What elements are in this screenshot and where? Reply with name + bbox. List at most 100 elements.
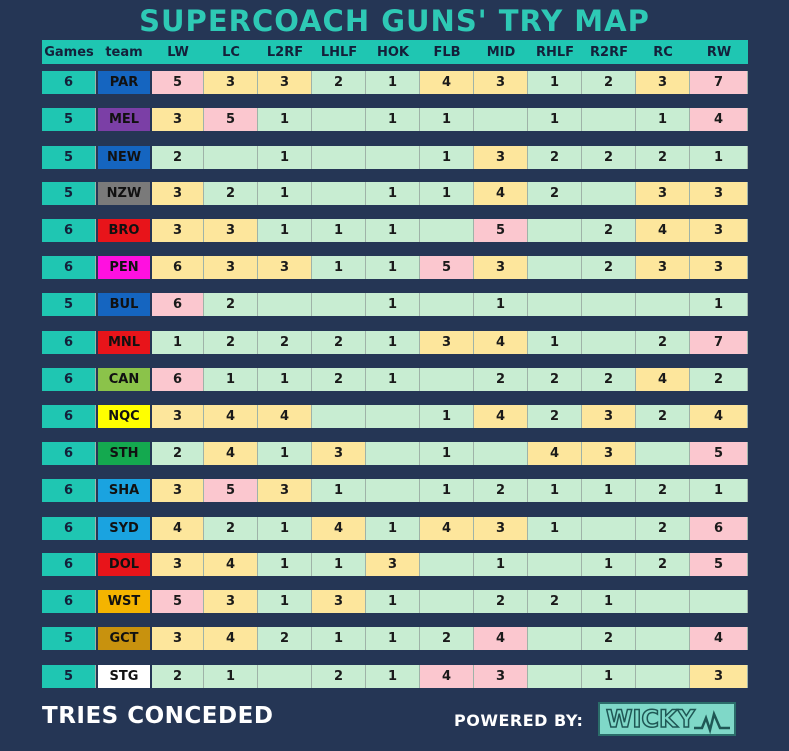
value-cell-lhlf xyxy=(312,146,366,169)
value-cell-lc: 1 xyxy=(204,368,258,391)
value-cell-r2rf xyxy=(582,331,636,354)
value-cell-l2rf: 1 xyxy=(258,182,312,205)
value-cell-rw: 3 xyxy=(690,256,748,279)
value-cell-flb: 1 xyxy=(420,405,474,428)
value-cell-rhlf xyxy=(528,219,582,242)
games-cell: 6 xyxy=(42,405,96,428)
tries-conceded-label: TRIES CONCEDED xyxy=(42,703,274,729)
value-cell-flb xyxy=(420,553,474,576)
games-cell: 6 xyxy=(42,590,96,613)
value-cell-rc xyxy=(636,665,690,688)
value-cell-rhlf: 2 xyxy=(528,368,582,391)
value-cell-lhlf: 2 xyxy=(312,71,366,94)
value-cell-rhlf: 1 xyxy=(528,479,582,502)
value-cell-r2rf xyxy=(582,517,636,540)
value-cell-lw: 4 xyxy=(152,517,204,540)
powered-by-label: POWERED BY: xyxy=(454,711,584,730)
value-cell-r2rf: 3 xyxy=(582,442,636,465)
value-cell-rw xyxy=(690,590,748,613)
value-cell-r2rf: 1 xyxy=(582,479,636,502)
value-cell-mid: 3 xyxy=(474,665,528,688)
team-cell: PAR xyxy=(96,71,152,94)
team-badge: CAN xyxy=(98,368,150,391)
value-cell-rc: 1 xyxy=(636,108,690,131)
value-cell-hok: 1 xyxy=(366,182,420,205)
table-row: 6 SHA 3 5 3 1 1 2 1 1 2 1 xyxy=(42,479,748,502)
value-cell-r2rf: 1 xyxy=(582,590,636,613)
value-cell-mid: 3 xyxy=(474,256,528,279)
table-row: 5 MEL 3 5 1 1 1 1 1 4 xyxy=(42,108,748,131)
header-team: team xyxy=(105,44,143,60)
value-cell-lw: 3 xyxy=(152,479,204,502)
value-cell-lw: 1 xyxy=(152,331,204,354)
value-cell-l2rf: 1 xyxy=(258,553,312,576)
value-cell-rhlf xyxy=(528,293,582,316)
value-cell-l2rf: 2 xyxy=(258,627,312,650)
value-cell-rhlf xyxy=(528,627,582,650)
table-row: 5 NEW 2 1 1 3 2 2 2 1 xyxy=(42,146,748,169)
games-cell: 5 xyxy=(42,146,96,169)
team-cell: GCT xyxy=(96,627,152,650)
value-cell-rw: 7 xyxy=(690,331,748,354)
table-row: 6 BRO 3 3 1 1 1 5 2 4 3 xyxy=(42,219,748,242)
value-cell-hok: 1 xyxy=(366,219,420,242)
value-cell-hok xyxy=(366,479,420,502)
value-cell-mid: 4 xyxy=(474,331,528,354)
value-cell-rhlf: 1 xyxy=(528,71,582,94)
value-cell-rhlf: 2 xyxy=(528,146,582,169)
games-cell: 6 xyxy=(42,368,96,391)
team-badge: MEL xyxy=(98,108,150,131)
header-lw: LW xyxy=(167,44,189,60)
value-cell-rw: 1 xyxy=(690,479,748,502)
value-cell-lw: 3 xyxy=(152,405,204,428)
value-cell-lw: 5 xyxy=(152,590,204,613)
value-cell-rhlf xyxy=(528,665,582,688)
value-cell-rw: 5 xyxy=(690,442,748,465)
value-cell-lhlf xyxy=(312,108,366,131)
value-cell-lw: 3 xyxy=(152,627,204,650)
value-cell-r2rf: 2 xyxy=(582,71,636,94)
value-cell-r2rf: 2 xyxy=(582,219,636,242)
value-cell-flb: 2 xyxy=(420,627,474,650)
team-cell: MEL xyxy=(96,108,152,131)
team-badge: BRO xyxy=(98,219,150,242)
value-cell-flb: 4 xyxy=(420,665,474,688)
value-cell-rc: 2 xyxy=(636,146,690,169)
value-cell-lc xyxy=(204,146,258,169)
value-cell-rw: 4 xyxy=(690,627,748,650)
value-cell-mid: 4 xyxy=(474,405,528,428)
games-cell: 6 xyxy=(42,256,96,279)
value-cell-lhlf: 1 xyxy=(312,256,366,279)
games-cell: 5 xyxy=(42,293,96,316)
value-cell-hok: 1 xyxy=(366,71,420,94)
value-cell-rc: 3 xyxy=(636,71,690,94)
value-cell-lhlf xyxy=(312,293,366,316)
value-cell-r2rf: 2 xyxy=(582,146,636,169)
header-lc: LC xyxy=(222,44,240,60)
games-cell: 5 xyxy=(42,665,96,688)
team-cell: NQC xyxy=(96,405,152,428)
value-cell-rhlf: 2 xyxy=(528,182,582,205)
team-badge: SHA xyxy=(98,479,150,502)
value-cell-hok: 1 xyxy=(366,517,420,540)
value-cell-flb: 1 xyxy=(420,182,474,205)
value-cell-mid: 2 xyxy=(474,479,528,502)
value-cell-rhlf: 1 xyxy=(528,108,582,131)
value-cell-rc xyxy=(636,442,690,465)
value-cell-rc xyxy=(636,590,690,613)
value-cell-hok: 1 xyxy=(366,331,420,354)
value-cell-lhlf: 1 xyxy=(312,479,366,502)
logo-text: WICKY xyxy=(605,704,696,734)
value-cell-lw: 3 xyxy=(152,219,204,242)
value-cell-l2rf: 1 xyxy=(258,108,312,131)
value-cell-lhlf: 1 xyxy=(312,219,366,242)
value-cell-rhlf: 1 xyxy=(528,331,582,354)
value-cell-l2rf: 1 xyxy=(258,219,312,242)
value-cell-lc: 4 xyxy=(204,553,258,576)
team-badge: MNL xyxy=(98,331,150,354)
table-row: 6 STH 2 4 1 3 1 4 3 5 xyxy=(42,442,748,465)
table-row: 6 PEN 6 3 3 1 1 5 3 2 3 3 xyxy=(42,256,748,279)
value-cell-l2rf: 3 xyxy=(258,71,312,94)
header-r2rf: R2RF xyxy=(590,44,628,60)
table-header: Games team LW LC L2RF LHLF HOK FLB MID RHLF R2RF RC… xyxy=(42,40,748,64)
